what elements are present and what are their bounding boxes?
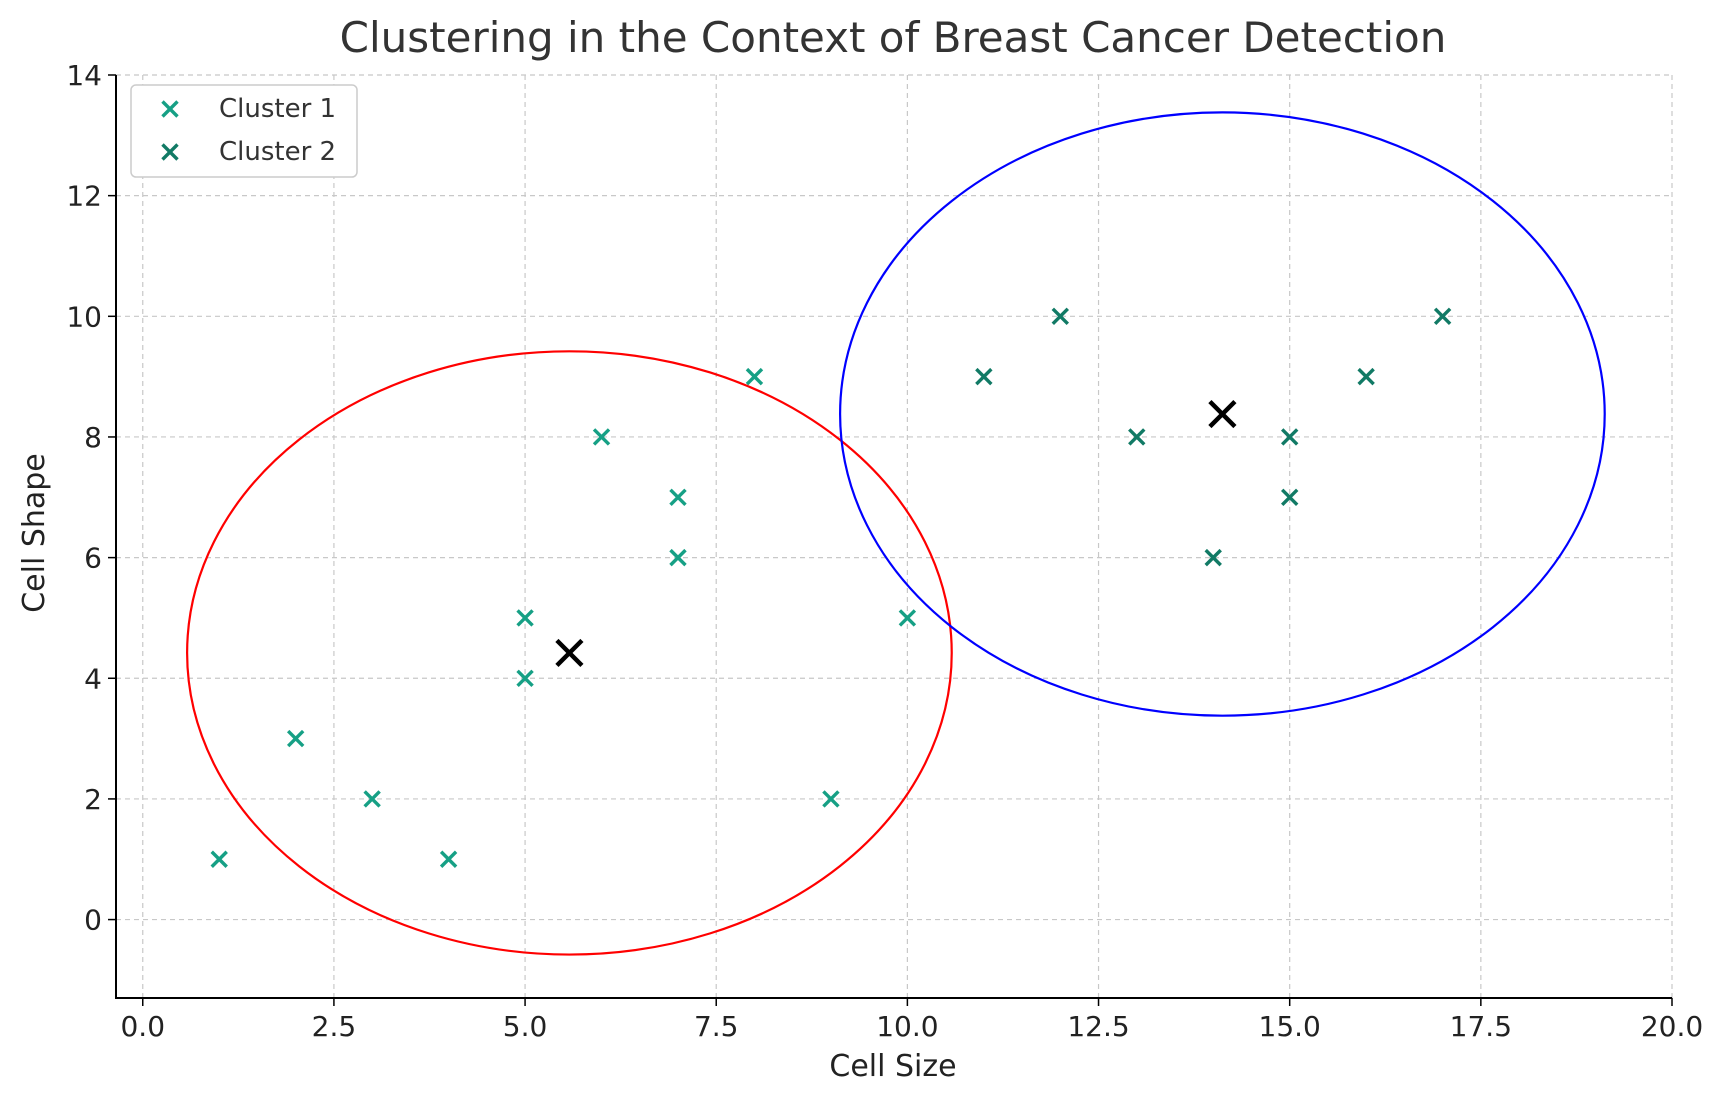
cluster-1-point-7: [592, 428, 611, 446]
cluster-ellipses: [186, 111, 1606, 956]
cluster-2-point-8-stroke-b: [1433, 307, 1452, 326]
legend: Cluster 1 Cluster 2: [130, 84, 358, 178]
cluster-2-point-6-stroke-b: [1280, 428, 1299, 446]
cluster-2-point-5-stroke-b: [1280, 488, 1299, 506]
x-tick-label-2: 5.0: [503, 1010, 548, 1043]
cluster-2-point-3-stroke-b: [1128, 428, 1146, 446]
cluster-1-point-3: [363, 790, 381, 808]
grid: [116, 74, 1673, 998]
x-tick-label-6: 15.0: [1259, 1010, 1321, 1043]
x-axis-label: Cell Size: [829, 1049, 956, 1084]
cluster-1-point-10-stroke-b: [745, 367, 764, 386]
x-tick-label-5: 12.5: [1067, 1010, 1129, 1043]
cluster-1-point-5-stroke-b: [516, 669, 534, 687]
legend-label-cluster-2: Cluster 2: [219, 137, 336, 167]
y-tick-label-5: 10: [66, 300, 102, 333]
cluster-1-point-11-stroke-b: [822, 790, 840, 808]
cluster-1-point-9: [669, 488, 687, 506]
x-tick-label-8: 20.0: [1641, 1010, 1703, 1043]
legend-x-cluster-1: [161, 100, 179, 118]
legend-box: [130, 84, 358, 178]
chart-title: Clustering in the Context of Breast Canc…: [340, 13, 1447, 62]
cluster-1-point-11: [822, 790, 840, 808]
cluster-2-point-2: [1051, 307, 1070, 326]
cluster-ellipse-1: [186, 350, 953, 956]
axes: [115, 75, 1672, 999]
cluster-ellipse-2: [838, 111, 1606, 717]
cluster-1-point-7-stroke-b: [592, 428, 611, 446]
legend-x-cluster-2: [161, 143, 179, 161]
cluster-2-point-6: [1280, 428, 1299, 446]
centroids: [555, 399, 1237, 668]
cluster-2-point-4: [1204, 548, 1222, 567]
x-tick-label-7: 17.5: [1450, 1010, 1512, 1043]
cluster-2-point-8: [1433, 307, 1452, 326]
centroid-1-stroke-b: [555, 638, 584, 668]
cluster-1-point-4: [439, 850, 458, 868]
legend-label-cluster-1: Cluster 1: [219, 94, 336, 124]
cluster-2-point-1: [975, 367, 993, 386]
cluster-1-point-6-stroke-b: [516, 609, 534, 627]
y-tick-label-0: 0: [84, 904, 102, 937]
y-tick-label-1: 2: [84, 783, 102, 816]
cluster-2-point-3: [1128, 428, 1146, 446]
cluster-1-point-1-stroke-b: [210, 850, 228, 868]
cluster-1-point-3-stroke-b: [363, 790, 381, 808]
cluster-2-point-5: [1280, 488, 1299, 506]
centroid-2: [1208, 399, 1237, 429]
cluster-2-point-4-stroke-b: [1204, 548, 1222, 567]
data-points: [210, 307, 1452, 868]
cluster-1-point-9-stroke-b: [669, 488, 687, 506]
cluster-1-point-6: [516, 609, 534, 627]
legend-marker-cluster-1: [161, 100, 179, 118]
legend-marker-cluster-2: [161, 143, 179, 161]
y-tick-label-6: 12: [66, 180, 102, 213]
cluster-2-point-1-stroke-b: [975, 367, 993, 386]
x-tick-label-0: 0.0: [120, 1010, 165, 1043]
x-tick-label-1: 2.5: [312, 1010, 357, 1043]
cluster-1-point-4-stroke-b: [439, 850, 458, 868]
cluster-1-point-1: [210, 850, 228, 868]
cluster-1-point-12-stroke-b: [898, 609, 917, 627]
legend-x-cluster-2-stroke-b: [161, 143, 179, 161]
cluster-1-point-2: [286, 729, 305, 748]
y-axis-label: Cell Shape: [17, 453, 52, 613]
y-tick-label-3: 6: [84, 542, 102, 575]
cluster-2-point-7-stroke-b: [1357, 367, 1375, 386]
cluster-1-point-5: [516, 669, 534, 687]
centroid-1: [555, 638, 584, 668]
cluster-1-point-8-stroke-b: [669, 548, 687, 567]
x-tick-label-3: 7.5: [694, 1010, 739, 1043]
centroid-2-stroke-b: [1208, 399, 1237, 429]
cluster-2-point-7: [1357, 367, 1375, 386]
tick-labels: 0.0 2.5 5.0 7.5 10.0 12.5 15.0 17.5 20.0 0 2 4 6 8 10 1…: [66, 59, 1703, 1043]
cluster-1-point-12: [898, 609, 917, 627]
y-tick-label-2: 4: [84, 662, 102, 695]
x-tick-label-4: 10.0: [876, 1010, 938, 1043]
legend-x-cluster-1-stroke-b: [161, 100, 179, 118]
cluster-2-point-2-stroke-b: [1051, 307, 1070, 326]
y-tick-label-7: 14: [66, 59, 102, 92]
cluster-1-point-8: [669, 548, 687, 567]
cluster-1-point-10: [745, 367, 764, 386]
y-tick-label-4: 8: [84, 421, 102, 454]
cluster-1-point-2-stroke-b: [286, 729, 305, 748]
